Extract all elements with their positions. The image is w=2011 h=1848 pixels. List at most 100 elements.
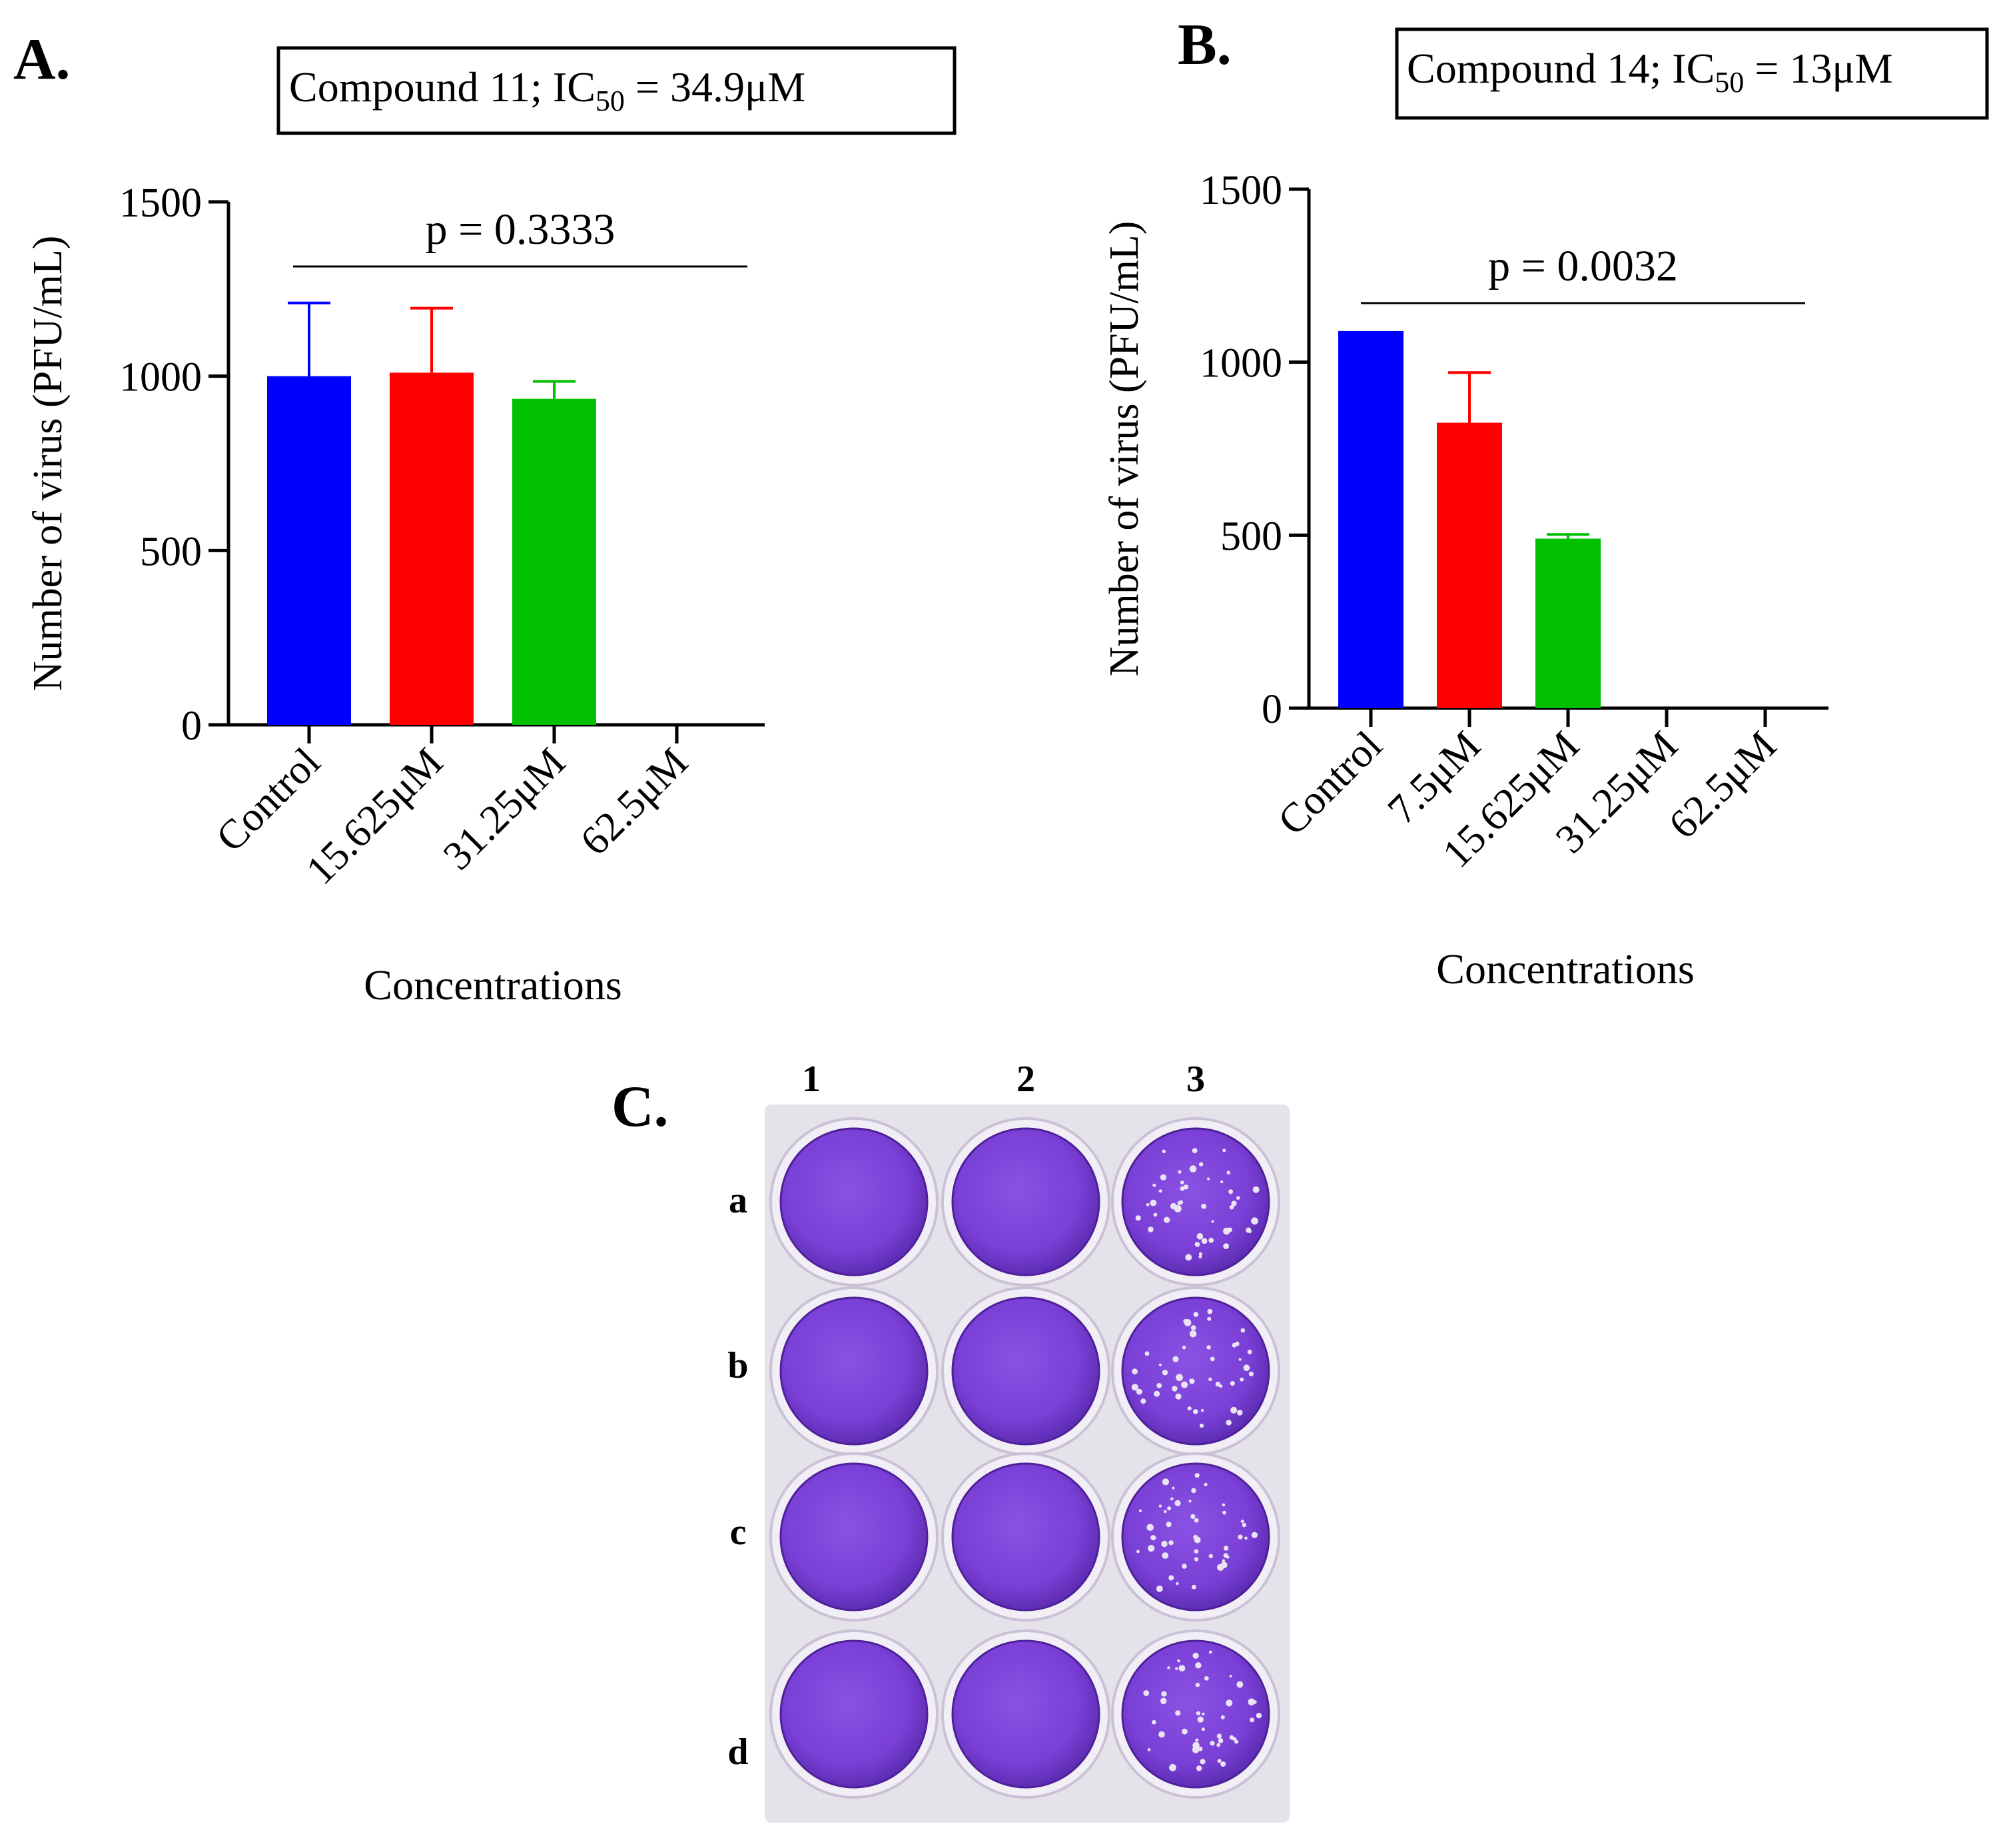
chart-b-p-value: p = 0.0032 <box>1488 242 1678 290</box>
chart-a-y-tick-label: 1000 <box>119 355 202 400</box>
plaque <box>1226 1556 1230 1559</box>
row-label-d: d <box>727 1731 748 1773</box>
plaque <box>1135 1215 1141 1221</box>
plaque <box>1168 1540 1174 1546</box>
plaque <box>1169 1763 1176 1771</box>
plaque <box>1240 1520 1244 1524</box>
chart-b-y-tick-label: 0 <box>1262 687 1282 732</box>
chart-a-y-tick-label: 500 <box>140 529 202 574</box>
panel-b-title-prefix: Compound 14; IC <box>1407 45 1715 92</box>
plaque <box>1240 1328 1246 1333</box>
plaque <box>1248 1698 1256 1706</box>
chart-a: 0 500 1000 1500 Number of virus (PFU/mL) Cont… <box>25 181 765 1009</box>
plaque <box>1132 1368 1138 1375</box>
plaque <box>1229 1204 1234 1210</box>
chart-a-bar <box>390 372 474 725</box>
plaque <box>1248 1229 1252 1234</box>
plaque <box>1217 1564 1224 1571</box>
plaque <box>1182 1728 1188 1735</box>
plaque <box>1182 1346 1186 1350</box>
plaque <box>1172 1356 1179 1362</box>
plaque <box>1208 1650 1212 1654</box>
panel-a-title-box <box>276 46 957 135</box>
plaque <box>1238 1358 1242 1361</box>
plaque <box>1220 1761 1226 1767</box>
plaque <box>1234 1739 1239 1744</box>
plaque <box>1193 1312 1199 1317</box>
plaque <box>1198 1252 1202 1256</box>
well-stain <box>951 1462 1100 1612</box>
plaque <box>1218 1738 1224 1743</box>
plaque <box>1247 1350 1252 1354</box>
plaque <box>1231 1200 1237 1206</box>
plaque <box>1200 1409 1204 1412</box>
well-stain <box>951 1639 1100 1789</box>
plaque <box>1185 1254 1192 1261</box>
plaque <box>1194 1549 1199 1554</box>
plaque <box>1222 1503 1226 1507</box>
chart-a-x-tick-label: 62.5μM <box>572 739 697 864</box>
plaque <box>1189 1378 1192 1382</box>
plaque <box>1219 1384 1223 1388</box>
plaque <box>1158 1189 1162 1193</box>
plaque <box>1152 1719 1156 1725</box>
plaque <box>1144 1351 1150 1356</box>
panel-a-title: Compound 11; IC50 = 34.9μM <box>289 63 805 117</box>
plaque <box>1143 1690 1150 1696</box>
plaque <box>1252 1186 1260 1193</box>
plaque <box>1244 1536 1248 1540</box>
well-stain <box>779 1296 929 1446</box>
panel-a-title-subscript: 50 <box>596 85 625 117</box>
well-stain <box>779 1462 929 1612</box>
plaque <box>1158 1731 1165 1738</box>
chart-a-p-value: p = 0.3333 <box>426 205 615 254</box>
plaque <box>1176 1582 1179 1586</box>
plaque <box>1210 1741 1215 1746</box>
plaque <box>1227 1227 1232 1232</box>
chart-b-y-tick-label: 500 <box>1220 514 1282 559</box>
plaque <box>1200 1759 1206 1765</box>
plaque <box>1191 1488 1196 1494</box>
plaque <box>1193 1409 1198 1414</box>
column-label-3: 3 <box>1186 1059 1205 1100</box>
plaque <box>1140 1398 1146 1404</box>
panel-b-title-subscript: 50 <box>1715 66 1744 99</box>
plaque <box>1189 1330 1197 1338</box>
plaque <box>1146 1524 1154 1532</box>
plaque <box>1177 1200 1182 1206</box>
plaque <box>1201 1727 1205 1731</box>
plaque <box>1148 1545 1155 1552</box>
plaque <box>1192 1652 1199 1659</box>
plaque <box>1195 1738 1199 1742</box>
chart-b-bar <box>1437 422 1502 708</box>
chart-a-x-axis-label: Concentrations <box>364 961 621 1009</box>
plaque <box>1251 1217 1258 1225</box>
plaque <box>1162 1370 1168 1376</box>
plaque <box>1187 1406 1192 1411</box>
plaque <box>1175 1393 1182 1400</box>
plaque <box>1216 1743 1221 1747</box>
row-label-b: b <box>727 1345 748 1386</box>
plaque <box>1170 1497 1174 1501</box>
chart-a-x-tick-label: 15.625μM <box>298 739 452 893</box>
row-label-c: c <box>730 1512 747 1553</box>
plaque <box>1150 1535 1156 1541</box>
plaque <box>1190 1325 1196 1331</box>
plaque <box>1230 1406 1238 1414</box>
plaque <box>1148 1226 1154 1232</box>
plaque <box>1207 1177 1210 1180</box>
plaque <box>1177 1659 1180 1663</box>
chart-a-bar <box>512 398 596 725</box>
panel-b-title-suffix: = 13μM <box>1744 45 1892 92</box>
plaque <box>1189 1165 1197 1172</box>
plaque <box>1240 1377 1244 1382</box>
plaque <box>1166 1522 1172 1528</box>
panel-b-title: Compound 14; IC50 = 13μM <box>1407 45 1893 99</box>
plaque <box>1178 1170 1182 1174</box>
plaque <box>1220 1180 1224 1184</box>
chart-a-y-axis-label: Number of virus (PFU/mL) <box>25 236 71 692</box>
plaque <box>1153 1212 1158 1217</box>
plaque <box>1223 1546 1229 1551</box>
plaque <box>1251 1532 1258 1538</box>
